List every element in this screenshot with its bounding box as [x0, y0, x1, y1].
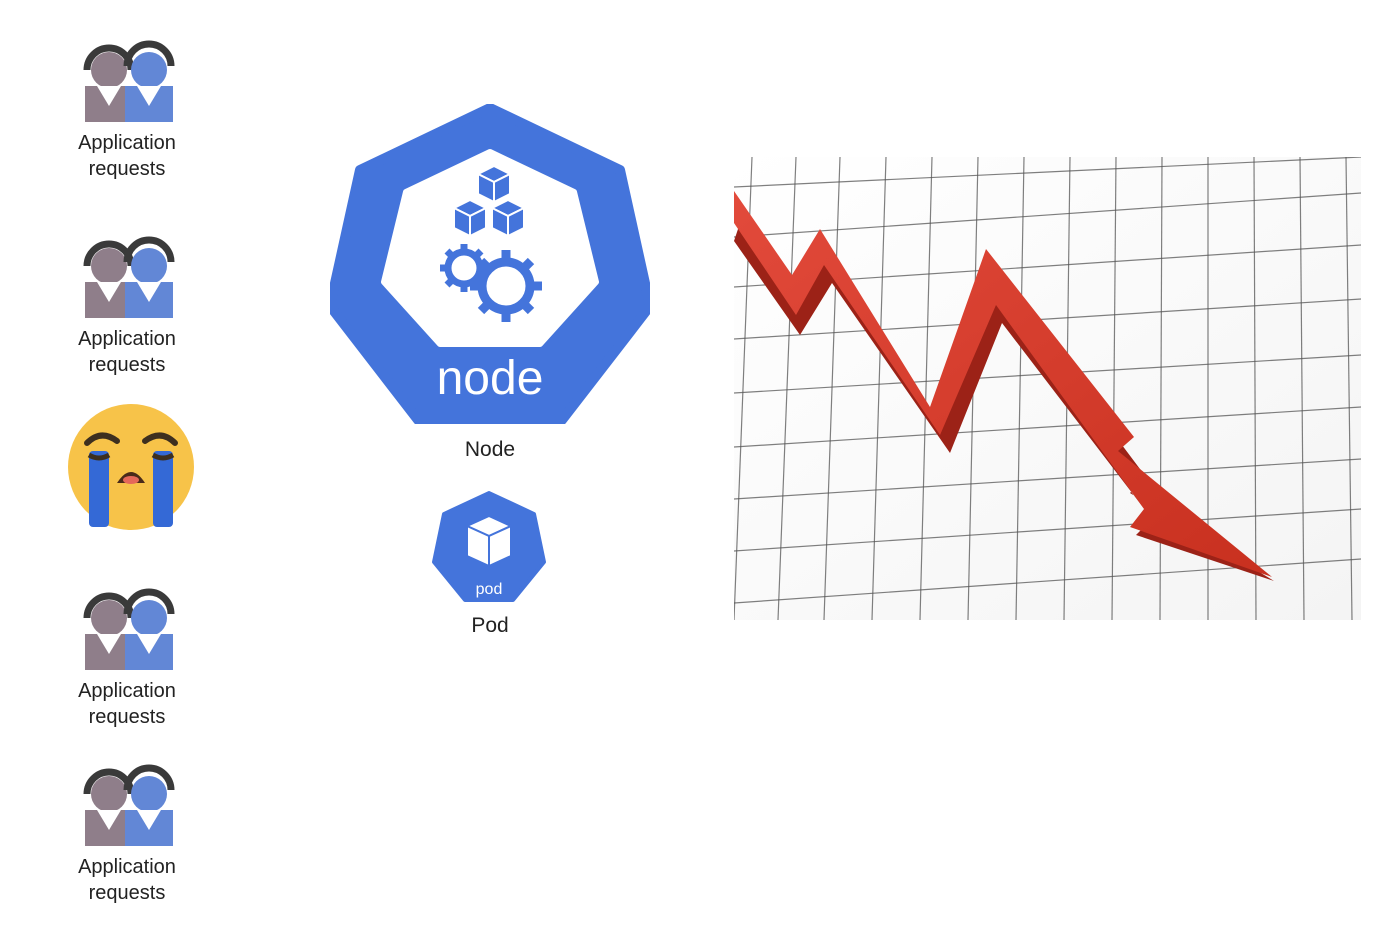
user-group-2: Application requests — [67, 236, 187, 378]
user-group-1: Application requests — [67, 40, 187, 182]
pod-caption: Pod — [471, 614, 509, 637]
node-icon-text: node — [437, 352, 544, 405]
user-label: Application requests — [78, 132, 176, 180]
gear-icon — [470, 250, 542, 322]
user-label: Application requests — [78, 680, 176, 728]
decline-arrow-chart-image — [734, 157, 1361, 620]
user-label: Application requests — [78, 856, 176, 904]
user-group-4: Application requests — [67, 764, 187, 906]
pod-icon-text: pod — [476, 581, 503, 598]
users-icon — [83, 40, 175, 122]
node-caption: Node — [464, 438, 516, 461]
user-label: Application requests — [78, 328, 176, 376]
kubernetes-node-icon: node — [325, 103, 655, 425]
user-group-3: Application requests — [67, 588, 187, 730]
node-icon-group: node — [325, 103, 655, 429]
users-icon — [83, 764, 175, 846]
users-icon — [83, 588, 175, 670]
kubernetes-pod-icon: pod — [432, 491, 546, 602]
users-icon — [83, 236, 175, 318]
crying-face-icon — [68, 404, 194, 530]
pod-icon-group: pod — [432, 490, 546, 609]
